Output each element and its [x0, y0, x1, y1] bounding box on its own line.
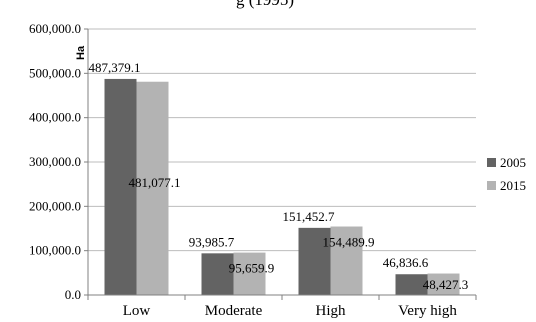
bar-2015-very-high — [427, 273, 460, 295]
bar-2005-low — [104, 78, 137, 296]
legend-entry: 2015 — [500, 178, 526, 193]
y-tick-label: 0.0 — [65, 287, 81, 302]
y-tick-label: 500,000.0 — [29, 65, 81, 80]
x-tick-label: Very high — [398, 303, 457, 319]
legend-swatch — [487, 181, 496, 190]
bar-2015-high — [330, 226, 363, 295]
y-axis-label: Ha — [75, 45, 87, 60]
data-labels: 487,379.1 481,077.1 93,985.7 95,659.9 151,45… — [89, 60, 469, 292]
x-tick-label: High — [316, 303, 347, 319]
data-label: 154,489.9 — [323, 235, 375, 250]
y-axis-ticks: 0.0 100,000.0 200,000.0 300,000.0 400,000.0 5… — [29, 21, 88, 302]
y-tick-label: 600,000.0 — [29, 21, 81, 36]
data-label: 151,452.7 — [283, 209, 336, 224]
data-label: 95,659.9 — [229, 261, 275, 276]
legend-swatch — [487, 158, 496, 167]
bar-2005-high — [298, 227, 331, 295]
data-label: 48,427.3 — [423, 277, 469, 292]
y-tick-label: 300,000.0 — [29, 154, 81, 169]
y-tick-label: 100,000.0 — [29, 243, 81, 258]
bar-2015-low — [136, 81, 169, 295]
x-axis: Low Moderate High Very high — [87, 29, 477, 319]
data-label: 93,985.7 — [189, 234, 235, 249]
y-tick-label: 400,000.0 — [29, 110, 81, 125]
bar-2015-moderate — [233, 252, 266, 295]
x-tick-label: Moderate — [205, 303, 263, 319]
legend-entry: 2005 — [500, 155, 526, 170]
data-label: 481,077.1 — [129, 175, 181, 190]
legend: 2005 2015 — [487, 155, 526, 193]
y-tick-label: 200,000.0 — [29, 198, 81, 213]
chart-title-fragment: g (1995) — [236, 0, 294, 9]
bar-2005-moderate — [201, 253, 234, 295]
data-label: 46,836.6 — [383, 255, 429, 270]
x-tick-label: Low — [123, 303, 151, 319]
bars — [104, 78, 460, 296]
bar-2005-very-high — [395, 274, 428, 295]
data-label: 487,379.1 — [89, 60, 141, 75]
